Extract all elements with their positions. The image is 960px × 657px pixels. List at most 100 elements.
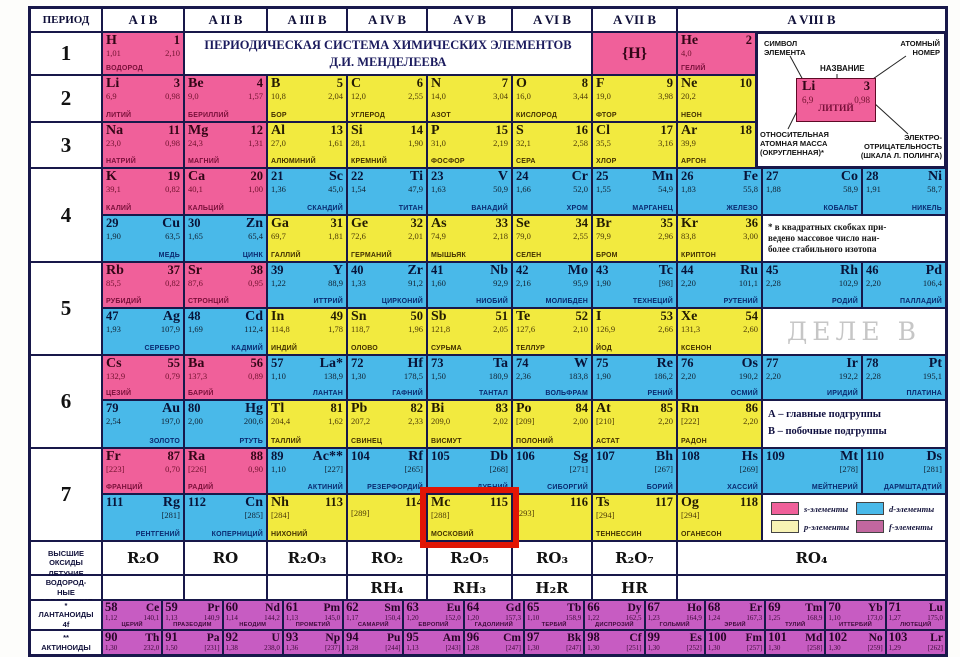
element-cell-Pd[interactable]: 46 Pd 2,20 106,4 ПАЛЛАДИЙ: [862, 262, 946, 308]
element-cell-Na[interactable]: Na 11 23,0 0,98 НАТРИЙ: [102, 122, 184, 168]
element-cell-Nh[interactable]: Nh 113 [284] НИХОНИЙ: [267, 494, 347, 541]
element-cell-Y[interactable]: 39 Y 1,22 88,9 ИТТРИЙ: [267, 262, 347, 308]
element-cell-Kr[interactable]: Kr 36 83,8 3,00 КРИПТОН: [677, 215, 762, 262]
element-cell-Rb[interactable]: Rb 37 85,5 0,82 РУБИДИЙ: [102, 262, 184, 308]
element-cell-Ir[interactable]: 77 Ir 2,20 192,2 ИРИДИЙ: [762, 355, 862, 400]
element-cell-116[interactable]: 116 [293]: [512, 494, 592, 541]
element-cell-F[interactable]: F 9 19,0 3,98 ФТОР: [592, 75, 677, 122]
element-cell-Ca[interactable]: Ca 20 40,1 1,00 КАЛЬЦИЙ: [184, 168, 267, 215]
element-cell-Fe[interactable]: 26 Fe 1,83 55,8 ЖЕЛЕЗО: [677, 168, 762, 215]
element-cell-Sm[interactable]: 62 Sm 1,17 150,4 САМАРИЙ: [343, 600, 404, 630]
element-cell-Xe[interactable]: Xe 54 131,3 2,60 КСЕНОН: [677, 308, 762, 355]
element-cell-Fm[interactable]: 100 Fm 1,30 [257]: [704, 630, 766, 655]
element-cell-Cn[interactable]: 112 Cn [285] КОПЕРНИЦИЙ: [184, 494, 267, 541]
element-cell-I[interactable]: I 53 126,9 2,66 ЙОД: [592, 308, 677, 355]
element-cell-Rn[interactable]: Rn 86 [222] 2,20 РАДОН: [677, 400, 762, 448]
element-cell-V[interactable]: 23 V 1,63 50,9 ВАНАДИЙ: [427, 168, 512, 215]
element-cell-Es[interactable]: 99 Es 1,30 [252]: [644, 630, 705, 655]
element-cell-Fr[interactable]: Fr 87 [223] 0,70 ФРАНЦИЙ: [102, 448, 184, 494]
element-cell-Np[interactable]: 93 Np 1,36 [237]: [282, 630, 344, 655]
element-cell-Pt[interactable]: 78 Pt 2,28 195,1 ПЛАТИНА: [862, 355, 946, 400]
element-cell-Pb[interactable]: Pb 82 207,2 2,33 СВИНЕЦ: [347, 400, 427, 448]
element-cell-B[interactable]: B 5 10,8 2,04 БОР: [267, 75, 347, 122]
element-cell-Bk[interactable]: 97 Bk 1,30 [247]: [523, 630, 585, 655]
element-cell-Lu[interactable]: 71 Lu 1,27 175,0 ЛЮТЕЦИЙ: [885, 600, 946, 630]
element-cell-Be[interactable]: Be 4 9,0 1,57 БЕРИЛЛИЙ: [184, 75, 267, 122]
element-cell-K[interactable]: K 19 39,1 0,82 КАЛИЙ: [102, 168, 184, 215]
element-cell-Ni[interactable]: 28 Ni 1,91 58,7 НИКЕЛЬ: [862, 168, 946, 215]
element-cell-Er[interactable]: 68 Er 1,24 167,3 ЭРБИЙ: [704, 600, 766, 630]
element-cell-Mg[interactable]: Mg 12 24,3 1,31 МАГНИЙ: [184, 122, 267, 168]
element-cell-Hs[interactable]: 108 Hs [269] ХАССИЙ: [677, 448, 762, 494]
element-cell-Li[interactable]: Li 3 6,9 0,98 ЛИТИЙ: [102, 75, 184, 122]
element-cell-At[interactable]: At 85 [210] 2,20 АСТАТ: [592, 400, 677, 448]
element-cell-La[interactable]: 57 La* 1,10 138,9 ЛАНТАН: [267, 355, 347, 400]
element-cell-Pr[interactable]: 59 Pr 1,13 140,9 ПРАЗЕОДИМ: [162, 600, 223, 630]
element-cell-Cr[interactable]: 24 Cr 1,66 52,0 ХРОМ: [512, 168, 592, 215]
element-cell-Eu[interactable]: 63 Eu 1,20 152,0 ЕВРОПИЙ: [403, 600, 464, 630]
element-cell-Pu[interactable]: 94 Pu 1,28 [244]: [343, 630, 404, 655]
element-cell-Pa[interactable]: 91 Pa 1,50 [231]: [162, 630, 223, 655]
element-cell-N[interactable]: N 7 14,0 3,04 АЗОТ: [427, 75, 512, 122]
element-cell-114[interactable]: 114 [289]: [347, 494, 427, 541]
element-cell-Sr[interactable]: Sr 38 87,6 0,95 СТРОНЦИЙ: [184, 262, 267, 308]
element-cell-Cf[interactable]: 98 Cf 1,30 [251]: [584, 630, 645, 655]
element-cell-As[interactable]: As 33 74,9 2,18 МЫШЬЯК: [427, 215, 512, 262]
element-cell-Mn[interactable]: 25 Mn 1,55 54,9 МАРГАНЕЦ: [592, 168, 677, 215]
element-cell-Ge[interactable]: Ge 32 72,6 2,01 ГЕРМАНИЙ: [347, 215, 427, 262]
element-cell-Zn[interactable]: 30 Zn 1,65 65,4 ЦИНК: [184, 215, 267, 262]
element-cell-Bh[interactable]: 107 Bh [267] БОРИЙ: [592, 448, 677, 494]
element-cell-Gd[interactable]: 64 Gd 1,20 157,3 ГАДОЛИНИЙ: [463, 600, 524, 630]
element-cell-Th[interactable]: 90 Th 1,30 232,0: [102, 630, 163, 655]
element-cell-Cd[interactable]: 48 Cd 1,69 112,4 КАДМИЙ: [184, 308, 267, 355]
element-cell-Ce[interactable]: 58 Ce 1,12 140,1 ЦЕРИЙ: [102, 600, 163, 630]
element-cell-Sg[interactable]: 106 Sg [271] СИБОРГИЙ: [512, 448, 592, 494]
element-cell-O[interactable]: O 8 16,0 3,44 КИСЛОРОД: [512, 75, 592, 122]
element-cell-S[interactable]: S 16 32,1 2,58 СЕРА: [512, 122, 592, 168]
element-cell-W[interactable]: 74 W 2,36 183,8 ВОЛЬФРАМ: [512, 355, 592, 400]
element-cell-Nb[interactable]: 41 Nb 1,60 92,9 НИОБИЙ: [427, 262, 512, 308]
element-cell-Mo[interactable]: 42 Mo 2,16 95,9 МОЛИБДЕН: [512, 262, 592, 308]
element-cell-Ag[interactable]: 47 Ag 1,93 107,9 СЕРЕБРО: [102, 308, 184, 355]
element-cell-Md[interactable]: 101 Md 1,30 [258]: [765, 630, 826, 655]
element-cell-H[interactable]: H 1 1,01 2,10 ВОДОРОД: [102, 32, 184, 75]
element-cell-Tm[interactable]: 69 Tm 1,25 168,9 ТУЛИЙ: [765, 600, 826, 630]
element-cell-Rh[interactable]: 45 Rh 2,28 102,9 РОДИЙ: [762, 262, 862, 308]
element-cell-Os[interactable]: 76 Os 2,20 190,2 ОСМИЙ: [677, 355, 762, 400]
element-cell-Rf[interactable]: 104 Rf [265] РЕЗЕРФОРДИЙ: [347, 448, 427, 494]
element-cell-Cl[interactable]: Cl 17 35,5 3,16 ХЛОР: [592, 122, 677, 168]
element-cell-Hf[interactable]: 72 Hf 1,30 178,5 ГАФНИЙ: [347, 355, 427, 400]
element-cell-Sn[interactable]: Sn 50 118,7 1,96 ОЛОВО: [347, 308, 427, 355]
element-cell-Ts[interactable]: Ts 117 [294] ТЕННЕССИН: [592, 494, 677, 541]
element-cell-Mt[interactable]: 109 Mt [278] МЕЙТНЕРИЙ: [762, 448, 862, 494]
element-cell-Sb[interactable]: Sb 51 121,8 2,05 СУРЬМА: [427, 308, 512, 355]
element-cell-P[interactable]: P 15 31,0 2,19 ФОСФОР: [427, 122, 512, 168]
element-cell-No[interactable]: 102 No 1,30 [259]: [825, 630, 886, 655]
element-cell-Ga[interactable]: Ga 31 69,7 1,81 ГАЛЛИЙ: [267, 215, 347, 262]
element-cell-Ho[interactable]: 67 Ho 1,23 164,9 ГОЛЬМИЙ: [644, 600, 705, 630]
element-cell-Au[interactable]: 79 Au 2,54 197,0 ЗОЛОТО: [102, 400, 184, 448]
element-cell-Ne[interactable]: Ne 10 20,2 НЕОН: [677, 75, 756, 122]
element-cell-Og[interactable]: Og 118 [294] ОГАНЕСОН: [677, 494, 762, 541]
element-cell-Ac[interactable]: 89 Ac** 1,10 [227] АКТИНИЙ: [267, 448, 347, 494]
element-cell-C[interactable]: C 6 12,0 2,55 УГЛЕРОД: [347, 75, 427, 122]
element-cell-Co[interactable]: 27 Co 1,88 58,9 КОБАЛЬТ: [762, 168, 862, 215]
element-cell-Ta[interactable]: 73 Ta 1,50 180,9 ТАНТАЛ: [427, 355, 512, 400]
element-cell-Rg[interactable]: 111 Rg [281] РЕНТГЕНИЙ: [102, 494, 184, 541]
element-cell-Ra[interactable]: Ra 88 [226] 0,90 РАДИЙ: [184, 448, 267, 494]
element-cell-Tc[interactable]: 43 Tc 1,90 [98] ТЕХНЕЦИЙ: [592, 262, 677, 308]
element-cell-Se[interactable]: Se 34 79,0 2,55 СЕЛЕН: [512, 215, 592, 262]
element-cell-Dy[interactable]: 66 Dy 1,22 162,5 ДИСПРОЗИЙ: [584, 600, 645, 630]
element-cell-Cs[interactable]: Cs 55 132,9 0,79 ЦЕЗИЙ: [102, 355, 184, 400]
element-cell-U[interactable]: 92 U 1,38 238,0: [222, 630, 283, 655]
element-cell-He[interactable]: He 2 4,0 ГЕЛИЙ: [677, 32, 756, 75]
hydrogen-alt-cell[interactable]: {H}: [592, 32, 677, 75]
element-cell-Tb[interactable]: 65 Tb 1,10 158,9 ТЕРБИЙ: [523, 600, 585, 630]
element-cell-Db[interactable]: 105 Db [268] ДУБНИЙ: [427, 448, 512, 494]
element-cell-Cm[interactable]: 96 Cm 1,28 [247]: [463, 630, 524, 655]
element-cell-In[interactable]: In 49 114,8 1,78 ИНДИЙ: [267, 308, 347, 355]
element-cell-Bi[interactable]: Bi 83 209,0 2,02 ВИСМУТ: [427, 400, 512, 448]
element-cell-Te[interactable]: Te 52 127,6 2,10 ТЕЛЛУР: [512, 308, 592, 355]
element-cell-Ds[interactable]: 110 Ds [281] ДАРМШТАДТИЙ: [862, 448, 946, 494]
element-cell-Cu[interactable]: 29 Cu 1,90 63,5 МЕДЬ: [102, 215, 184, 262]
